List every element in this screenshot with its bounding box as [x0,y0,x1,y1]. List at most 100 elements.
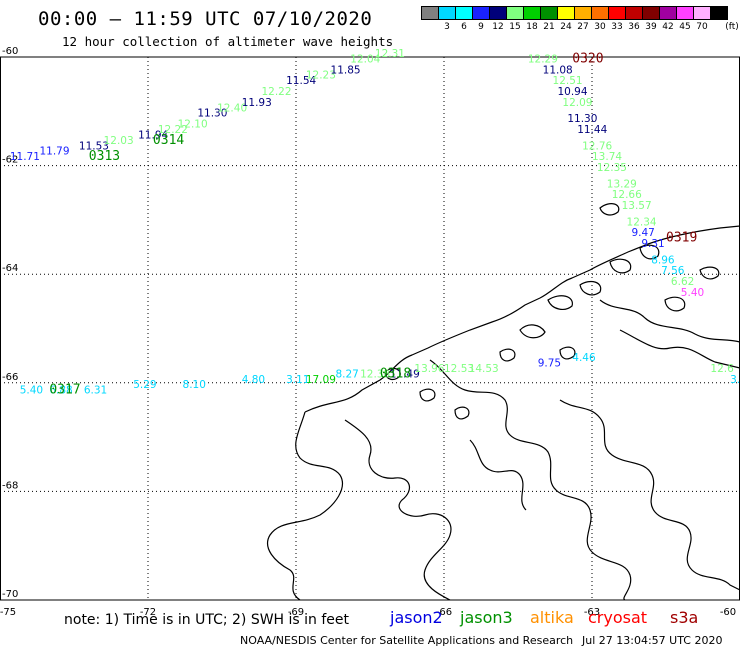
credit-text: NOAA/NESDIS Center for Satellite Applica… [240,634,574,647]
page-title: 00:00 – 11:59 UTC 07/10/2020 [38,8,373,30]
scale-label: 30 [594,22,606,32]
scale-swatch [625,6,643,20]
scale-swatch [506,6,524,20]
lat-tick-label: -64 [2,263,18,274]
swh-reading: 12.10 [178,119,208,131]
scale-swatch [591,6,609,20]
scale-swatch [676,6,694,20]
scale-swatch [608,6,626,20]
swh-reading: 6.31 [84,385,107,397]
swh-reading: 3. [730,374,740,386]
pass-time-label: 0314 [153,133,184,148]
swh-reading: 13.96 [414,363,444,375]
scale-swatch [557,6,575,20]
lat-tick-label: -70 [2,589,18,600]
swh-reading: 8.27 [335,368,358,380]
pass-time-label: 0319 [666,231,697,246]
scale-label: 39 [645,22,657,32]
scale-label: 27 [577,22,589,32]
swh-reading: 12.34 [627,216,657,228]
swh-reading: 11.94 [138,129,168,141]
swh-reading: 10.94 [557,86,587,98]
swh-reading: 12.35 [597,162,627,174]
scale-label: 42 [662,22,674,32]
scale-label: 12 [492,22,504,32]
scale-label: 6 [461,22,467,32]
swh-reading: 12.03 [104,135,134,147]
page-subtitle: 12 hour collection of altimeter wave hei… [62,34,394,49]
swh-reading: 13.74 [592,151,622,163]
legend-jason3: jason3 [460,608,513,627]
color-scale-bar [421,6,728,20]
swh-reading: 5.40 [20,385,43,397]
lon-tick-label: -66 [436,607,452,618]
pass-time-label: 0318 [380,366,411,381]
pass-time-label: 0313 [89,149,120,164]
swh-reading: 11.54 [286,75,316,87]
lon-tick-label: -75 [0,607,16,618]
swh-reading: 12.22 [158,124,188,136]
scale-swatch [489,6,507,20]
scale-label: 70 [696,22,708,32]
swh-reading: 12.51 [553,75,583,87]
swh-reading: 12.29 [528,53,558,65]
scale-label: 9 [478,22,484,32]
lon-tick-label: -72 [140,607,156,618]
swh-reading: 11.30 [197,108,227,120]
axis-tick-labels: -75 -72 -69 -66 -63 -60 -60 -62 -64 -66 -68 -70 [0,46,736,618]
pass-time-label: 0320 [572,51,603,66]
credit-line: NOAA/NESDIS Center for Satellite Applica… [240,634,722,647]
swh-reading: 14.53 [469,363,499,375]
swh-reading: 17.09 [306,374,336,386]
scale-swatch [455,6,473,20]
scale-label: 21 [543,22,555,32]
swh-reading: 13.29 [607,178,637,190]
legend-cryosat: cryosat [588,608,648,627]
swh-reading: 8.10 [183,379,206,391]
swh-reading: 8.96 [651,254,675,266]
scale-swatch [540,6,558,20]
swh-reading: 11.53 [79,140,109,152]
swh-reading: 12.53 [444,363,474,375]
swh-reading: 12.23 [306,70,336,82]
scale-label: 33 [611,22,623,32]
swh-reading: 12.6 [710,363,734,375]
generation-timestamp: Jul 27 13:04:57 UTC 2020 [582,634,723,647]
footer-note: note: 1) Time is in UTC; 2) SWH is in fe… [64,612,350,628]
scale-label: 36 [628,22,640,32]
swh-reading: 12.40 [217,102,247,114]
scale-swatch [710,6,728,20]
swh-reading: 4.80 [242,374,265,386]
swh-reading: 12.38 [360,368,390,380]
swh-reading: 11.85 [331,64,361,76]
swh-reading: 12.09 [562,97,592,109]
swh-reading: 11.79 [39,146,69,158]
swh-reading: 12.04 [350,53,380,65]
scale-label: 3 [444,22,450,32]
legend-s3a: s3a [670,608,699,627]
swh-reading: 11.08 [543,64,573,76]
scale-label: 45 [679,22,691,32]
swh-reading: 11.44 [577,124,607,136]
scale-label: 15 [509,22,521,32]
swh-reading: 7.56 [661,265,685,277]
scale-unit-label: (ft) [725,22,739,32]
scale-swatch [438,6,456,20]
scale-swatch [523,6,541,20]
swh-reading: 3.11 [286,374,309,386]
swh-reading: 13.57 [622,200,652,212]
lon-tick-label: -63 [584,607,600,618]
scale-swatch [421,6,439,20]
swh-reading: 12.22 [261,86,291,98]
lat-lon-grid [0,57,740,600]
coastline [267,203,740,601]
swh-reading: 6.62 [671,276,694,288]
swh-reading: 11.30 [567,113,597,125]
swh-reading: 11.93 [242,97,272,109]
scale-label: 24 [560,22,572,32]
